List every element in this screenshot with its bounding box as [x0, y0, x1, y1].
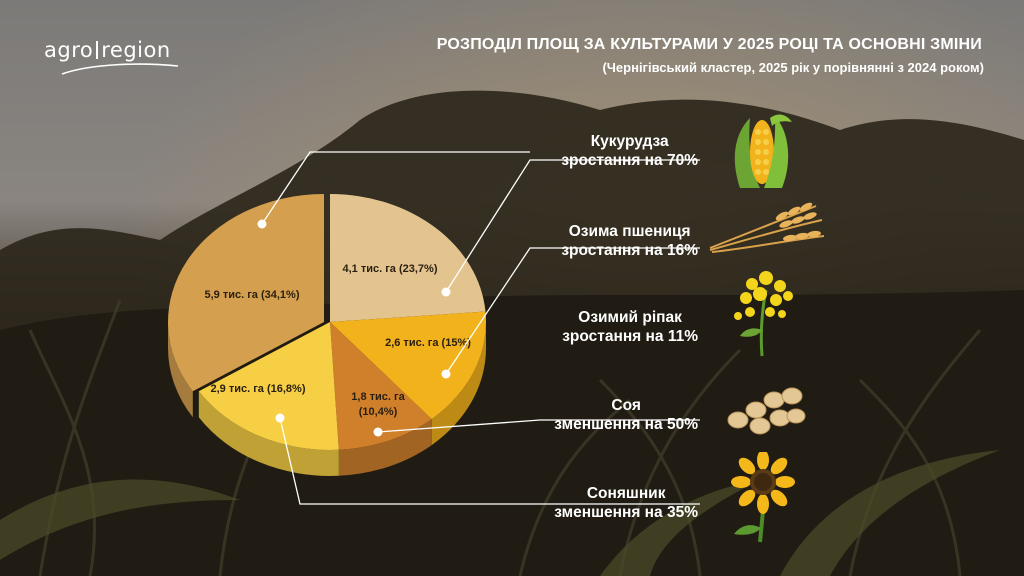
leader-line: [261, 151, 530, 225]
leader-dot: [441, 287, 451, 297]
soybean-icon: [727, 387, 806, 435]
pie-labels: 4,1 тис. га (23,7%) 2,6 тис. га (15%) 1,8 …: [205, 263, 472, 418]
logo-swoosh: [61, 63, 179, 75]
pie-slice-label: 2,9 тис. га (16,8%): [211, 383, 306, 395]
leader-line: [445, 247, 700, 375]
pie-slice: [168, 194, 324, 392]
crop-change: зростання на 11%: [562, 328, 698, 345]
sunflower-icon: [731, 452, 795, 543]
pie-slice-side: [338, 419, 432, 476]
crop-name: Озимий ріпак: [578, 309, 682, 326]
page-title: РОЗПОДІЛ ПЛОЩ ЗА КУЛЬТУРАМИ У 2025 РОЦІ …: [436, 36, 982, 53]
pie-slice-side: [431, 322, 486, 446]
leader-dot: [275, 413, 285, 423]
logo-text-agro: agro: [44, 38, 94, 62]
leader-dot: [257, 219, 267, 229]
crop-change: зменшення на 35%: [554, 504, 698, 521]
pie-slice-label: 2,6 тис. га (15%): [385, 337, 471, 349]
crop-name: Соняшник: [586, 485, 666, 502]
pie-depth: [168, 322, 486, 477]
crop-name: Кукурудза: [590, 133, 669, 150]
pie-slice-label: 4,1 тис. га (23,7%): [343, 263, 438, 275]
agroregion-logo: agro region: [44, 38, 171, 62]
leader-line: [445, 159, 700, 293]
crop-name: Озима пшениця: [568, 223, 691, 240]
pie-slice-side: [168, 322, 193, 418]
crop-label-sunflower: Соняшник зменшення на 35%: [554, 484, 698, 522]
logo-divider: [96, 41, 99, 59]
pie-slice: [330, 311, 486, 420]
leader-line: [377, 419, 700, 433]
pie-slice: [330, 194, 486, 322]
pie-slice: [330, 322, 432, 450]
crop-name: Соя: [611, 397, 641, 414]
leader-lines: [257, 151, 700, 505]
crop-change: зростання на 16%: [561, 242, 698, 259]
corn-icon: [734, 114, 792, 188]
pie-slice: [198, 322, 339, 450]
leader-line: [279, 417, 700, 505]
leader-dot: [373, 427, 383, 437]
crop-label-wheat: Озима пшениця зростання на 16%: [561, 222, 698, 260]
crop-label-rapeseed: Озимий ріпак зростання на 11%: [562, 308, 698, 346]
leader-dot: [441, 369, 451, 379]
pie-slice-label: 1,8 тис. га (10,4%): [351, 391, 405, 418]
wheat-icon: [709, 202, 825, 253]
pie-slice-label: 5,9 тис. га (34,1%): [205, 289, 300, 301]
page-subtitle: (Чернігівський кластер, 2025 рік у порів…: [602, 60, 984, 75]
rapeseed-icon: [734, 271, 793, 357]
pie-slice-side: [198, 391, 339, 477]
logo-text-region: region: [101, 38, 171, 62]
